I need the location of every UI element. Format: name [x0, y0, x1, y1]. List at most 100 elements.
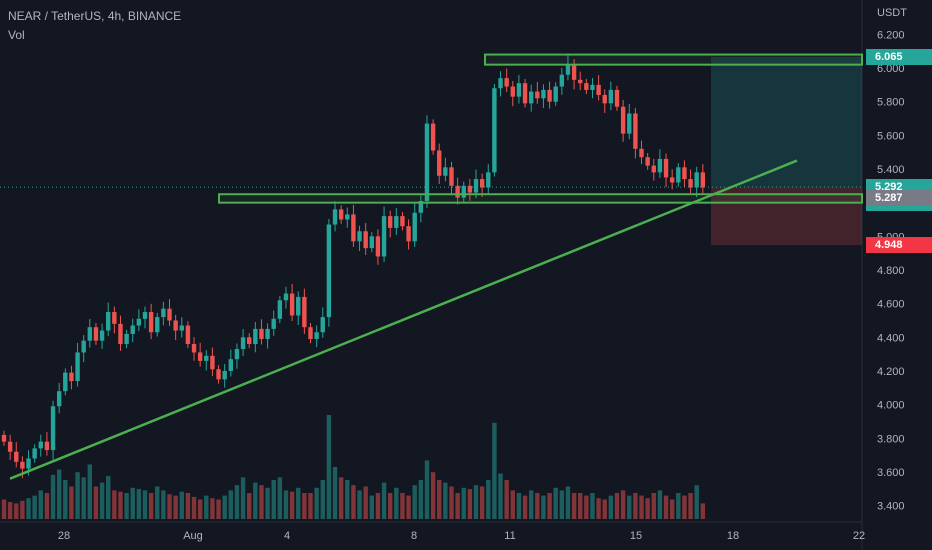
candle-body [338, 209, 344, 220]
candle-body [479, 179, 485, 188]
candle-body [240, 337, 246, 350]
volume-bar [406, 495, 411, 519]
candle-body [179, 325, 184, 331]
candle-body [688, 179, 693, 188]
x-tick-label: 11 [504, 530, 515, 542]
volume-bar [277, 477, 283, 519]
candle-body [676, 167, 681, 183]
candle-body [81, 340, 86, 353]
loss-zone [711, 188, 862, 246]
candle-body [381, 216, 387, 257]
candle-body [277, 300, 283, 319]
volume-bar [308, 493, 313, 519]
volume-bar [69, 486, 74, 519]
candle-body [498, 78, 503, 89]
candle-body [639, 148, 644, 158]
entry-price-tag: 5.287 [866, 190, 932, 207]
candle-body [596, 84, 601, 95]
volume-bar [369, 495, 374, 519]
volume-bar [148, 493, 154, 519]
candle-body [528, 91, 534, 104]
candle-body [516, 83, 522, 97]
y-tick-label: 4.000 [877, 400, 905, 412]
volume-bar [651, 493, 656, 519]
stop-price-tag: 4.948 [866, 237, 932, 254]
volume-bar [535, 493, 540, 519]
candle-body [473, 179, 479, 193]
volume-label[interactable]: Vol [8, 28, 25, 42]
symbol-title[interactable]: NEAR / TetherUS, 4h, BINANCE [8, 9, 182, 23]
volume-bar [486, 480, 491, 519]
candle-body [228, 359, 234, 371]
candle-body [308, 327, 313, 339]
volume-bar [657, 490, 663, 519]
candle-body [590, 84, 595, 90]
candle-body [314, 332, 319, 339]
candle-body [443, 167, 448, 176]
candle-body [50, 406, 56, 451]
volume-bar [357, 490, 362, 519]
volume-bar [75, 472, 80, 519]
volume-bar [430, 472, 436, 519]
candle-body [63, 372, 68, 392]
candle-body [56, 391, 62, 407]
candle-body [467, 185, 473, 193]
candle-body [155, 317, 160, 333]
candle-body [185, 325, 191, 345]
volume-bar [185, 493, 191, 519]
x-tick-label: 28 [58, 530, 70, 542]
volume-bar [118, 491, 123, 519]
volume-bar [375, 493, 381, 519]
volume-bar [161, 490, 166, 519]
y-tick-label: 6.000 [877, 63, 905, 75]
volume-bar [204, 495, 209, 519]
candle-body [38, 441, 43, 449]
y-tick-label: 4.200 [877, 366, 905, 378]
candle-body [69, 372, 74, 382]
volume-bar [44, 493, 50, 519]
x-tick-label: 22 [853, 530, 865, 542]
candle-body [106, 312, 111, 331]
volume-bar [510, 490, 515, 519]
volume-bar [99, 482, 105, 519]
volume-bar [20, 500, 25, 519]
candle-body [271, 318, 276, 329]
volume-bar [351, 485, 356, 519]
y-tick-label: 6.200 [877, 29, 905, 41]
y-tick-label: 3.600 [877, 467, 905, 479]
candle-body [437, 150, 442, 176]
volume-bar [682, 495, 687, 519]
candle-body [130, 325, 135, 334]
candle-body [26, 458, 31, 469]
candle-body [547, 89, 552, 102]
volume-bar [700, 503, 706, 519]
volume-bar [547, 493, 552, 519]
candle-body [394, 216, 399, 228]
candle-body [620, 106, 626, 134]
candle-body [669, 177, 675, 183]
x-tick-label: 4 [284, 530, 290, 542]
volume-bar [467, 489, 473, 519]
volume-bar [694, 485, 699, 519]
candle-body [565, 64, 571, 75]
volume-bar [565, 486, 571, 519]
candle-body [142, 312, 148, 319]
candle-body [504, 78, 509, 87]
volume-bar [320, 480, 325, 519]
x-tick-label: 15 [630, 530, 642, 542]
candle-body [387, 216, 393, 228]
candle-body [430, 123, 436, 151]
volume-bar [479, 486, 485, 519]
volume-bar [112, 490, 117, 519]
axis-unit-label: USDT [877, 7, 907, 19]
volume-bar [314, 487, 319, 519]
volume-bar [222, 495, 227, 519]
candle-body [75, 352, 80, 382]
candle-body [400, 216, 405, 227]
candle-body [259, 328, 264, 339]
volume-bar [81, 477, 86, 519]
volume-bar [688, 493, 693, 519]
volume-bar [394, 487, 399, 519]
volume-bar [633, 493, 638, 519]
